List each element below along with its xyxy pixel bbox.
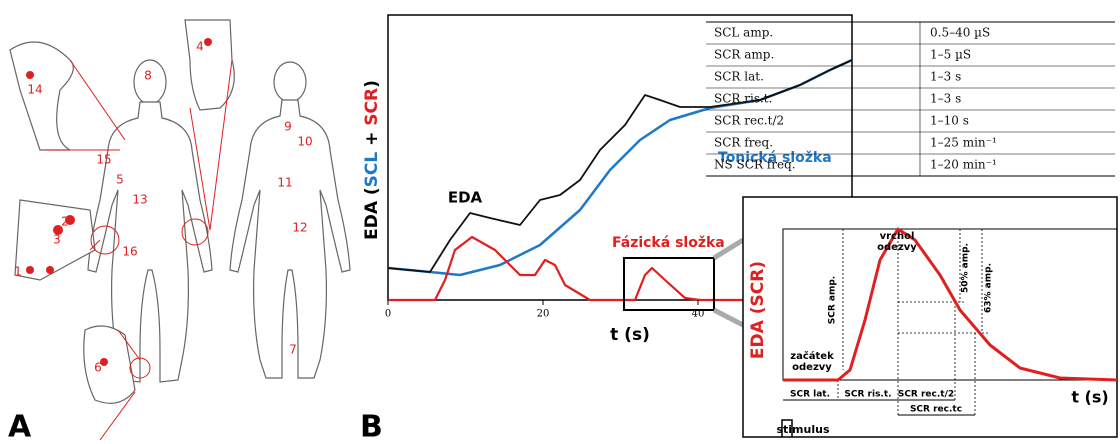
inset-label: odezvy (877, 242, 917, 253)
y-label-part: + (362, 126, 382, 152)
inset-label: odezvy (792, 362, 832, 373)
zoom-connector (712, 237, 745, 261)
phasic-curve (388, 235, 852, 302)
site-number: 16 (122, 245, 137, 259)
site-number: 7 (289, 343, 297, 357)
table-cell: NS SCR freq. (714, 158, 796, 172)
site-number: 14 (27, 83, 42, 97)
stimulus-marker (781, 419, 793, 437)
y-label-part: SCL (362, 152, 382, 188)
x-tick-label: 20 (537, 309, 550, 320)
interval-arrows (783, 399, 975, 416)
site-number: 1 (14, 265, 22, 279)
table-cell: 1–5 µS (930, 48, 971, 62)
site-number: 11 (277, 176, 292, 190)
eda-curve (387, 59, 853, 273)
inset-x-label: t (s) (1071, 388, 1108, 407)
table-cell: SCL amp. (714, 26, 773, 40)
interval-label: SCR lat. (790, 390, 830, 400)
interval-label: SCR rec.t/2 (898, 390, 954, 400)
inset-guides (820, 228, 1015, 415)
table-cell: 1–20 min⁻¹ (930, 158, 997, 172)
table-cell: 1–25 min⁻¹ (930, 136, 997, 150)
table-cell: SCR ris.t. (714, 92, 772, 106)
curve-label: Fázická složka (612, 235, 725, 251)
interval-label: SCR rec.tc (910, 405, 962, 415)
site-number: 15 (96, 153, 111, 167)
inset-frame (742, 196, 1118, 438)
x-axis-label: t (s) (610, 325, 650, 345)
table-cell: 1–3 s (930, 92, 961, 106)
inset-label: SCR amp. (828, 276, 838, 324)
table-cell: 0.5–40 µS (930, 26, 990, 40)
site-number: 10 (297, 135, 312, 149)
table-cell: SCR lat. (714, 70, 764, 84)
scr-curve (783, 227, 1118, 382)
inset-label: 50% amp. (961, 243, 971, 293)
zoom-connector (712, 307, 745, 328)
panel-label: A (8, 410, 32, 444)
y-label-part: ) (362, 80, 382, 88)
site-number: 13 (132, 193, 147, 207)
table: SCL amp. 0.5–40 µS SCR amp. 1–5 µS SCR lat. 1… (706, 21, 1115, 177)
x-tick-label: 40 (692, 309, 705, 320)
inset-label: vrchol (880, 231, 915, 242)
body-outlines (9, 19, 351, 441)
site-number: 3 (53, 233, 61, 247)
y-label-part: EDA ( (362, 187, 382, 240)
site-number: 9 (284, 120, 292, 134)
stimulus-label: stimulus (776, 423, 829, 436)
panel-label: B (360, 410, 383, 444)
site-number: 12 (292, 221, 307, 235)
site-number: 5 (116, 173, 124, 187)
table-cell: SCR rec.t/2 (714, 114, 784, 128)
site-number: 2 (61, 215, 69, 229)
interval-label: SCR ris.t. (844, 390, 891, 400)
table-cell: 1–3 s (930, 70, 961, 84)
curve-label: EDA (448, 189, 483, 207)
table-cell: SCR amp. (714, 48, 774, 62)
site-number: 4 (196, 40, 204, 54)
y-axis-label: EDA (SCL + SCR) (362, 80, 382, 240)
zoom-box (623, 257, 715, 311)
inset-y-label: EDA (SCR) (748, 261, 768, 359)
inset-label: začátek (790, 350, 834, 362)
inset-label: 63% amp. (984, 263, 994, 313)
site-number: 6 (94, 361, 102, 375)
table-cell: SCR freq. (714, 136, 773, 150)
y-label-part: SCR (362, 88, 382, 126)
table-cell: 1–10 s (930, 114, 969, 128)
x-tick-label: 0 (385, 309, 391, 320)
site-number: 8 (144, 69, 152, 83)
